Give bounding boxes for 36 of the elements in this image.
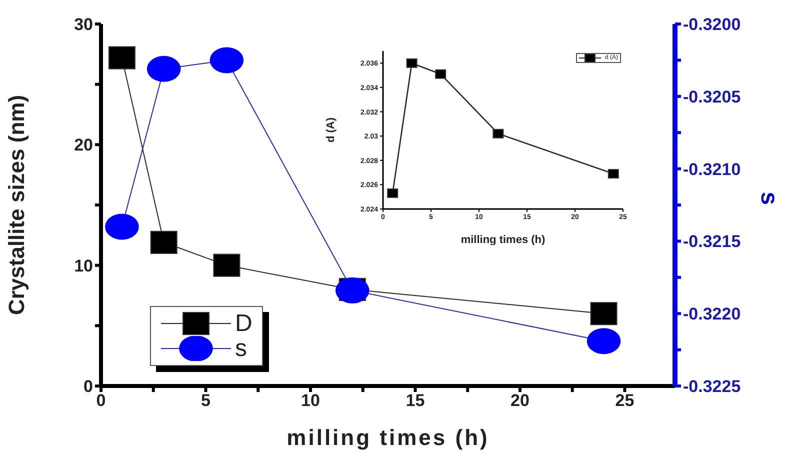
point — [586, 328, 621, 354]
y2-tick-label: -0.3205 — [683, 87, 741, 106]
point — [492, 128, 504, 138]
point — [108, 46, 136, 70]
x-tick-label: 20 — [510, 391, 530, 410]
legend-label: D — [235, 310, 252, 338]
y-tick-label: 20 — [74, 136, 93, 155]
point — [387, 188, 398, 198]
legend-label: s — [235, 334, 247, 362]
y2-tick-label: -0.3225 — [683, 377, 741, 396]
x-axis-title: milling times (h) — [460, 234, 546, 246]
x-tick-label: 25 — [615, 391, 634, 410]
point — [105, 214, 139, 240]
point — [210, 47, 244, 74]
point — [608, 169, 619, 179]
y2-axis-title: s — [755, 192, 782, 205]
x-axis-title: milling times (h) — [286, 425, 490, 450]
y-tick-label: 30 — [74, 15, 93, 34]
x-tick-label: 10 — [301, 391, 320, 410]
y-axis-title: d (A) — [324, 117, 337, 143]
point — [590, 302, 618, 326]
point — [406, 58, 418, 68]
y2-tick-label: -0.3210 — [683, 160, 741, 179]
point — [435, 69, 446, 79]
point — [213, 254, 240, 277]
y2-tick-label: -0.3215 — [683, 232, 741, 252]
x-tick-label: 0 — [96, 391, 106, 410]
x-tick-label: 5 — [201, 391, 210, 410]
point — [150, 230, 178, 254]
y-axis-title: Crystallite sizes (nm) — [4, 94, 29, 316]
y2-tick-label: -0.3200 — [683, 15, 741, 34]
x-tick-label: 15 — [406, 391, 425, 410]
y-tick-label: 10 — [74, 256, 93, 276]
y2-tick-label: -0.3220 — [683, 304, 741, 324]
point — [146, 56, 181, 82]
y-tick-label: 0 — [84, 377, 93, 396]
